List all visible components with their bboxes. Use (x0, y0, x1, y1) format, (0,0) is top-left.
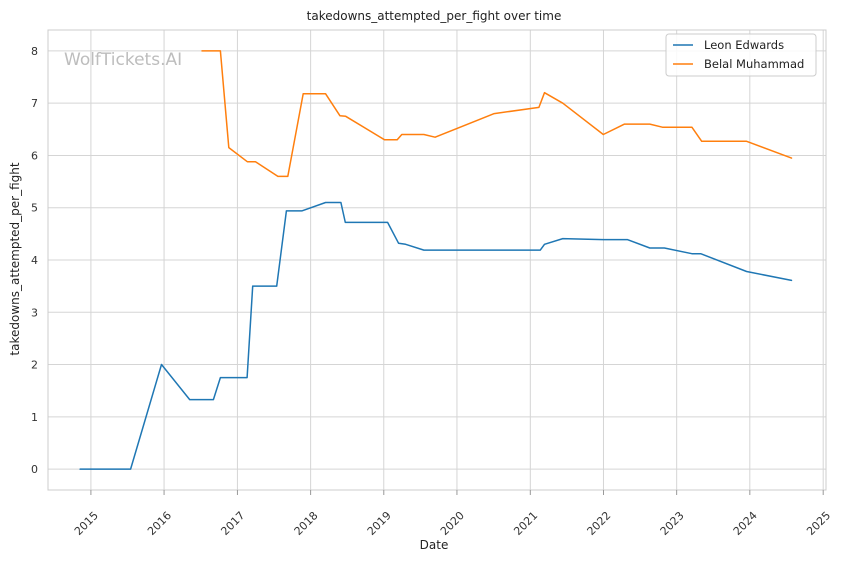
x-axis-label: Date (420, 538, 449, 552)
series-line-leon-edwards (79, 201, 793, 470)
y-tick-label: 6 (31, 149, 38, 162)
plot-area-frame (47, 29, 827, 491)
legend-label: Leon Edwards (704, 38, 784, 52)
series-line-belal-muhammad (201, 50, 793, 178)
watermark: WolfTickets.AI (64, 50, 182, 70)
legend-box (665, 33, 817, 77)
legend: Leon Edwards Belal Muhammad (665, 33, 817, 77)
grid-lines (48, 30, 826, 490)
y-tick-label: 4 (31, 254, 38, 267)
series-layer (79, 50, 793, 470)
chart-title: takedowns_attempted_per_fight over time (307, 9, 562, 23)
y-tick-label: 8 (31, 45, 38, 58)
y-tick-label: 5 (31, 202, 38, 215)
y-tick-label: 7 (31, 97, 38, 110)
y-tick-label: 3 (31, 306, 38, 319)
y-tick-label: 0 (31, 463, 38, 476)
y-tick-label: 1 (31, 411, 38, 424)
y-axis-label: takedowns_attempted_per_fight (8, 162, 22, 355)
legend-label: Belal Muhammad (704, 57, 804, 71)
y-tick-label: 2 (31, 359, 38, 372)
